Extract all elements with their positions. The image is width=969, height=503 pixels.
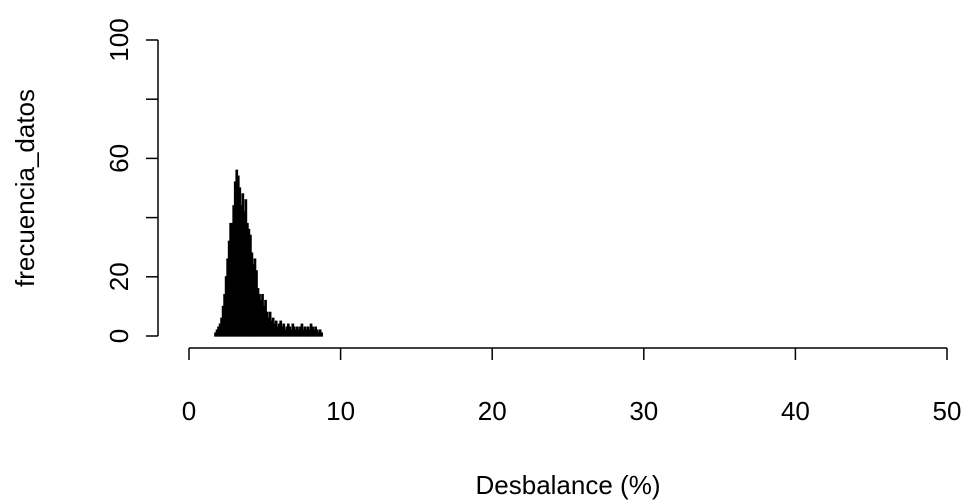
bars-group [214,169,324,337]
x-tick-label: 40 [781,396,810,426]
x-tick-label: 30 [629,396,658,426]
x-axis: 0 10 20 30 40 50 [182,347,962,426]
y-tick-label: 60 [104,144,134,173]
y-axis-title: frecuencia_datos [10,89,40,287]
y-tick-label: 20 [104,262,134,291]
histogram-bar [320,332,324,337]
x-tick-label: 0 [182,396,196,426]
y-axis: 0 20 60 100 [104,18,159,343]
x-tick-label: 50 [933,396,962,426]
x-tick-label: 10 [326,396,355,426]
y-tick-label: 0 [104,329,134,343]
x-tick-label: 20 [478,396,507,426]
x-axis-title: Desbalance (%) [476,470,661,500]
y-tick-label: 100 [104,18,134,61]
